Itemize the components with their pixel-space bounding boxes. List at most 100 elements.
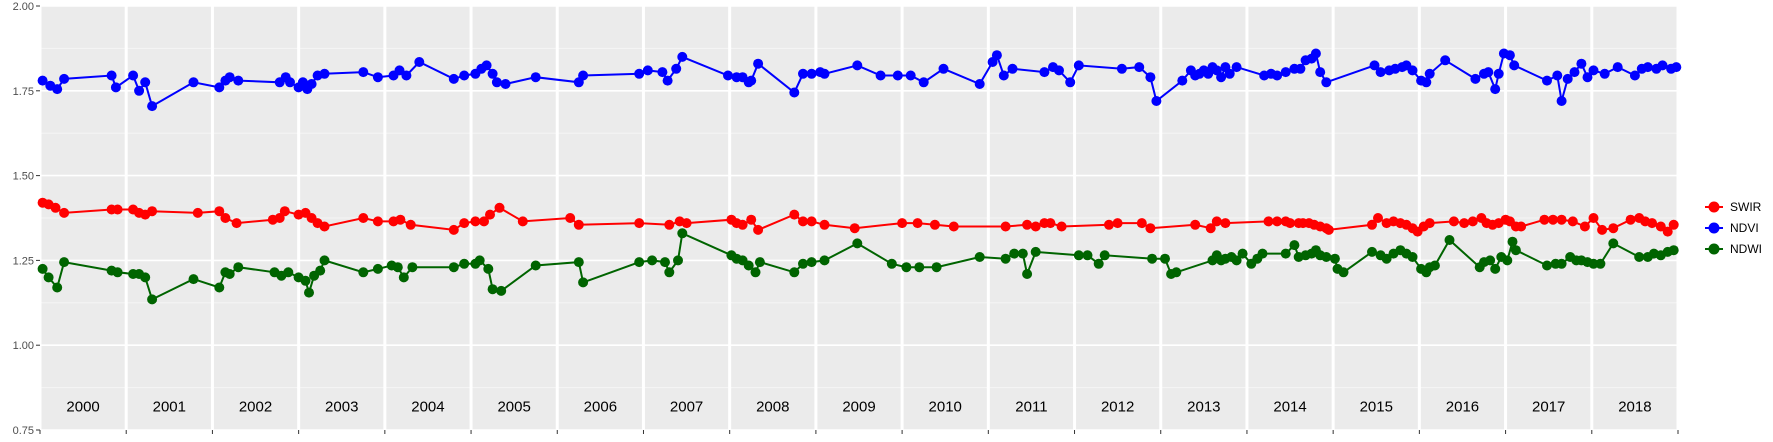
data-point [677, 51, 688, 62]
data-point [1485, 255, 1496, 266]
data-point [1082, 250, 1093, 261]
data-point [496, 285, 507, 296]
data-point [52, 84, 63, 95]
data-point [1629, 70, 1640, 81]
data-point [1556, 258, 1567, 269]
data-point [789, 209, 800, 220]
data-point [1136, 218, 1147, 229]
data-point [1263, 216, 1274, 227]
data-point [1295, 63, 1306, 74]
data-point [1444, 235, 1455, 245]
year-label: 2007 [670, 398, 703, 415]
data-point [319, 221, 330, 232]
data-point [414, 57, 425, 67]
data-point [372, 72, 383, 83]
year-labels: 2000 2001 2002 2003 2004 2005 2006 2007 2008 2009… [66, 398, 1651, 415]
data-point [214, 82, 225, 93]
data-point [1211, 216, 1222, 227]
data-point [1315, 67, 1326, 78]
year-label: 2005 [497, 398, 530, 415]
data-point [494, 202, 505, 213]
data-point [1093, 258, 1104, 269]
data-point [1470, 73, 1481, 84]
data-point [746, 214, 757, 225]
y-tick-label: 1.25 [13, 255, 34, 267]
data-point [1647, 218, 1658, 229]
data-point [372, 216, 383, 227]
data-point [233, 262, 244, 273]
series-ndwi [37, 228, 1679, 305]
y-tick-label: 1.75 [13, 86, 34, 98]
data-point [1367, 246, 1377, 257]
data-point [214, 282, 225, 293]
data-point [37, 263, 48, 274]
data-point [746, 75, 757, 86]
data-point [274, 213, 285, 223]
data-point [852, 238, 863, 249]
data-point [224, 269, 235, 279]
data-point [660, 257, 670, 268]
data-point [912, 218, 923, 229]
year-label: 2017 [1532, 398, 1565, 415]
year-label: 2014 [1273, 398, 1306, 415]
data-point [112, 267, 123, 278]
data-point [358, 213, 369, 223]
data-point [1608, 238, 1619, 249]
data-point [1373, 213, 1383, 223]
data-point [1104, 219, 1114, 230]
data-point [128, 70, 139, 81]
data-point [1516, 221, 1527, 232]
data-point [1459, 218, 1470, 229]
data-point [1289, 240, 1300, 251]
data-point [188, 274, 199, 285]
data-point [192, 207, 203, 218]
data-point [852, 60, 863, 71]
data-point [285, 77, 295, 88]
data-point [147, 101, 158, 112]
data-point [1655, 221, 1666, 232]
data-point [743, 260, 754, 271]
data-point [1000, 253, 1011, 264]
data-point [1205, 223, 1216, 234]
data-point [1257, 248, 1268, 259]
year-label: 2006 [584, 398, 617, 415]
year-label: 2000 [66, 398, 99, 415]
data-point [1642, 62, 1653, 73]
data-point [1009, 248, 1020, 259]
data-point [1588, 258, 1599, 269]
data-point [901, 262, 912, 273]
data-point [487, 68, 498, 79]
series-layer [37, 48, 1682, 305]
data-point [914, 262, 925, 273]
data-point [106, 70, 117, 81]
data-point [300, 275, 311, 286]
data-point [897, 218, 908, 229]
data-point [1030, 221, 1041, 232]
data-point [578, 277, 589, 288]
data-point [459, 70, 470, 81]
data-point [1237, 248, 1248, 259]
data-point [929, 219, 940, 230]
data-point [1502, 255, 1513, 266]
data-point [392, 262, 403, 273]
data-point [487, 284, 498, 295]
legend-label: NDWI [1730, 242, 1762, 256]
data-point [1381, 253, 1392, 264]
data-point [147, 206, 158, 217]
y-tick-label: 1.50 [13, 171, 34, 183]
data-point [565, 213, 576, 223]
data-point [1321, 252, 1332, 262]
legend-item-ndvi: NDVI [1705, 221, 1759, 235]
data-point [43, 272, 54, 283]
data-point [1272, 216, 1283, 227]
data-point [1338, 267, 1349, 278]
data-point [1569, 67, 1580, 78]
data-point [485, 209, 495, 220]
data-point [789, 87, 800, 98]
data-point [52, 282, 63, 293]
data-point [1280, 248, 1291, 259]
legend-item-swir: SWIR [1705, 200, 1762, 214]
data-point [753, 224, 764, 235]
legend-label: SWIR [1730, 200, 1762, 214]
data-point [1407, 252, 1418, 262]
